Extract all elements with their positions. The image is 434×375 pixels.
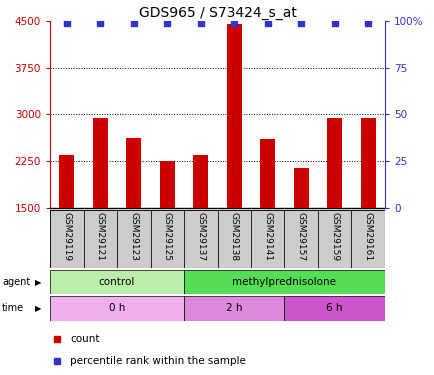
Text: GSM29125: GSM29125	[162, 212, 171, 261]
Bar	[50, 210, 83, 268]
Bar	[326, 118, 342, 208]
Bar	[83, 210, 117, 268]
Text: methylprednisolone: methylprednisolone	[232, 277, 336, 287]
Bar	[226, 24, 241, 208]
Bar	[184, 270, 384, 294]
Bar	[217, 210, 250, 268]
Bar	[284, 296, 384, 321]
Text: GSM29159: GSM29159	[329, 212, 339, 261]
Bar	[59, 155, 74, 208]
Text: control: control	[99, 277, 135, 287]
Bar	[184, 210, 217, 268]
Text: percentile rank within the sample: percentile rank within the sample	[70, 356, 246, 366]
Text: GSM29119: GSM29119	[62, 212, 71, 261]
Bar	[284, 210, 317, 268]
Text: 6 h: 6 h	[326, 303, 342, 313]
Bar	[92, 117, 108, 208]
Bar	[50, 270, 184, 294]
Bar	[293, 168, 308, 208]
Bar	[360, 118, 375, 208]
Bar	[351, 210, 384, 268]
Bar	[260, 140, 275, 208]
Text: 2 h: 2 h	[226, 303, 242, 313]
Bar	[126, 138, 141, 208]
Text: agent: agent	[2, 277, 30, 287]
Title: GDS965 / S73424_s_at: GDS965 / S73424_s_at	[138, 6, 296, 20]
Text: count: count	[70, 334, 99, 344]
Bar	[150, 210, 184, 268]
Text: GSM29123: GSM29123	[129, 212, 138, 261]
Bar	[184, 296, 284, 321]
Bar	[250, 210, 284, 268]
Bar	[117, 210, 150, 268]
Text: 0 h: 0 h	[108, 303, 125, 313]
Text: GSM29161: GSM29161	[363, 212, 372, 261]
Bar	[193, 155, 208, 208]
Text: GSM29157: GSM29157	[296, 212, 305, 261]
Text: ▶: ▶	[35, 278, 41, 286]
Text: GSM29121: GSM29121	[95, 212, 105, 261]
Text: GSM29138: GSM29138	[229, 212, 238, 261]
Text: time: time	[2, 303, 24, 313]
Text: GSM29141: GSM29141	[263, 212, 272, 261]
Bar	[50, 296, 184, 321]
Text: ▶: ▶	[35, 304, 41, 313]
Text: GSM29137: GSM29137	[196, 212, 205, 261]
Bar	[159, 161, 174, 208]
Bar	[317, 210, 351, 268]
